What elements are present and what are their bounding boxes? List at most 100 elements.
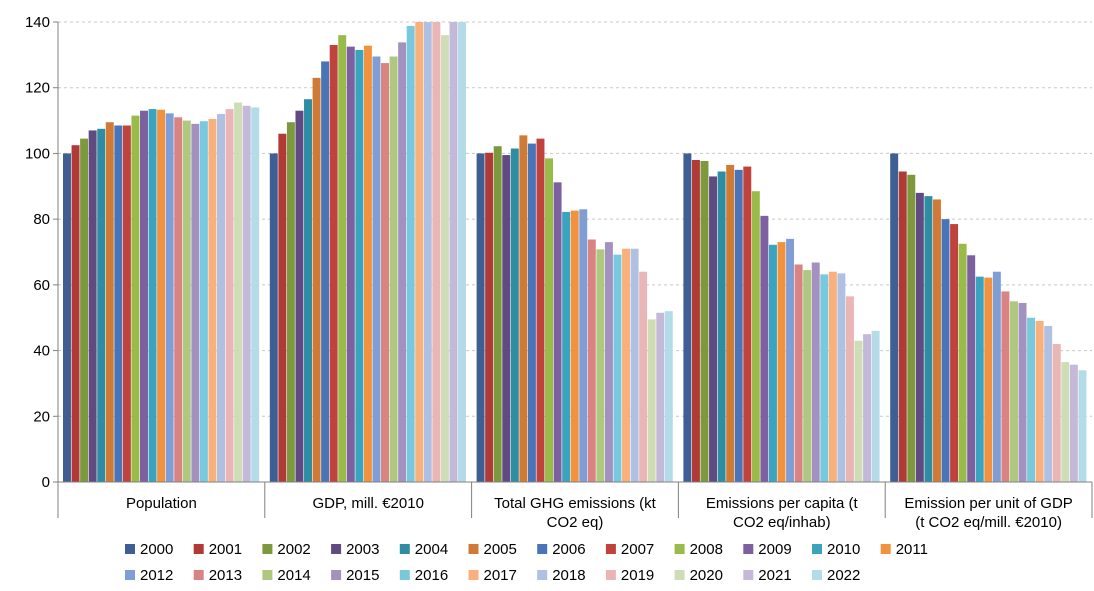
legend-item-2015: 2015 (331, 567, 379, 584)
bar-2014-cat3 (803, 270, 812, 482)
bar-2022-cat1 (458, 22, 466, 482)
legend-swatch (468, 544, 479, 554)
bar-2005-cat1 (312, 77, 321, 483)
bar-2007-cat1 (329, 45, 338, 482)
bar-2019-cat3 (845, 296, 854, 482)
bar-2011-cat0 (157, 109, 166, 482)
legend-item-2008: 2008 (674, 541, 723, 558)
y-tick-label: 140 (25, 14, 50, 31)
bar-2000-cat0 (63, 153, 71, 482)
legend-swatch (331, 570, 342, 580)
legend-item-2006: 2006 (537, 541, 586, 558)
legend-label: 2016 (415, 567, 448, 584)
legend-label: 2015 (346, 567, 379, 584)
bar-2003-cat4 (915, 192, 924, 483)
bar-2006-cat4 (941, 219, 950, 482)
legend-item-2012: 2012 (125, 567, 173, 584)
bar-2015-cat3 (811, 262, 820, 482)
legend: 2000 2001 2002 2003 2004 2005 2006 2007 2008 2009… (125, 541, 928, 584)
bar-2016-cat1 (406, 25, 415, 482)
bar-2001-cat1 (278, 133, 287, 482)
legend-swatch (262, 570, 273, 580)
bar-2012-cat3 (786, 238, 795, 482)
bar-2018-cat0 (217, 114, 225, 482)
legend-swatch (812, 570, 822, 580)
bar-2004-cat3 (717, 171, 726, 482)
legend-swatch (193, 544, 204, 554)
category-label: CO2 eq) (547, 514, 604, 531)
legend-item-2009: 2009 (743, 541, 792, 558)
bar-2017-cat1 (415, 22, 424, 482)
bar-2020-cat0 (234, 102, 243, 482)
bar-2002-cat2 (493, 146, 502, 482)
bar-2020-cat2 (647, 319, 656, 482)
bar-2020-cat4 (1061, 362, 1070, 482)
bar-2017-cat4 (1035, 321, 1044, 482)
bar-2021-cat1 (449, 22, 458, 482)
bar-2011-cat3 (777, 242, 786, 482)
category-label: Total GHG emissions (kt (494, 495, 657, 512)
y-tick-label: 120 (25, 80, 50, 97)
legend-label: 2014 (277, 567, 310, 584)
bar-2013-cat0 (174, 117, 183, 482)
legend-label: 2000 (140, 541, 173, 558)
bar-2005-cat3 (726, 164, 735, 482)
axes (53, 21, 1093, 518)
bar-2001-cat0 (71, 145, 80, 482)
legend-swatch (743, 570, 754, 580)
bar-2000-cat2 (476, 153, 485, 482)
legend-label: 2018 (552, 567, 585, 584)
legend-swatch (880, 544, 891, 554)
bar-2011-cat1 (363, 45, 372, 482)
bar-2021-cat3 (863, 334, 872, 482)
legend-swatch (812, 544, 822, 554)
bar-2017-cat2 (622, 248, 631, 482)
legend-item-2016: 2016 (399, 567, 448, 584)
bar-2009-cat3 (760, 215, 769, 483)
bar-2010-cat1 (355, 49, 364, 483)
bar-2007-cat0 (122, 125, 131, 482)
legend-label: 2022 (827, 567, 860, 584)
bar-2008-cat3 (751, 191, 760, 482)
bar-2006-cat3 (734, 169, 743, 483)
legend-label: 2019 (621, 567, 654, 584)
bar-2002-cat1 (286, 122, 295, 483)
legend-swatch (743, 544, 754, 554)
bar-2017-cat3 (828, 271, 837, 482)
category-label: Population (126, 495, 197, 512)
bar-2012-cat2 (579, 209, 588, 483)
y-tick-label: 100 (25, 145, 50, 162)
bar-2012-cat4 (992, 271, 1001, 482)
legend-label: 2006 (552, 541, 585, 558)
bar-2016-cat3 (820, 274, 829, 482)
bar-2018-cat3 (837, 273, 846, 482)
bar-2006-cat2 (527, 143, 536, 482)
bar-2007-cat3 (743, 166, 752, 482)
y-tick-label: 60 (33, 277, 50, 294)
bar-2015-cat0 (191, 123, 200, 483)
bar-2019-cat0 (225, 109, 234, 482)
legend-swatch (262, 544, 273, 554)
bar-2004-cat2 (510, 148, 519, 482)
legend-swatch (674, 544, 685, 554)
bar-2015-cat1 (398, 42, 407, 483)
bar-2002-cat0 (80, 138, 89, 482)
bar-2008-cat4 (958, 243, 967, 482)
bar-2011-cat4 (984, 277, 993, 482)
legend-swatch (605, 544, 616, 554)
legend-swatch (193, 570, 204, 580)
category-label: Emission per unit of GDP (904, 495, 1072, 512)
bar-2014-cat2 (596, 249, 605, 482)
bar-2003-cat0 (88, 130, 97, 482)
legend-swatch (331, 544, 342, 554)
bar-2019-cat1 (432, 22, 441, 482)
legend-item-2022: 2022 (812, 567, 860, 584)
bar-2005-cat0 (105, 122, 114, 483)
legend-item-2001: 2001 (193, 541, 242, 558)
bar-2002-cat3 (700, 160, 709, 483)
category-label: CO2 eq/inhab) (733, 514, 831, 531)
bar-2010-cat2 (562, 211, 571, 482)
bar-2000-cat4 (890, 153, 899, 482)
bar-2002-cat4 (907, 174, 916, 483)
